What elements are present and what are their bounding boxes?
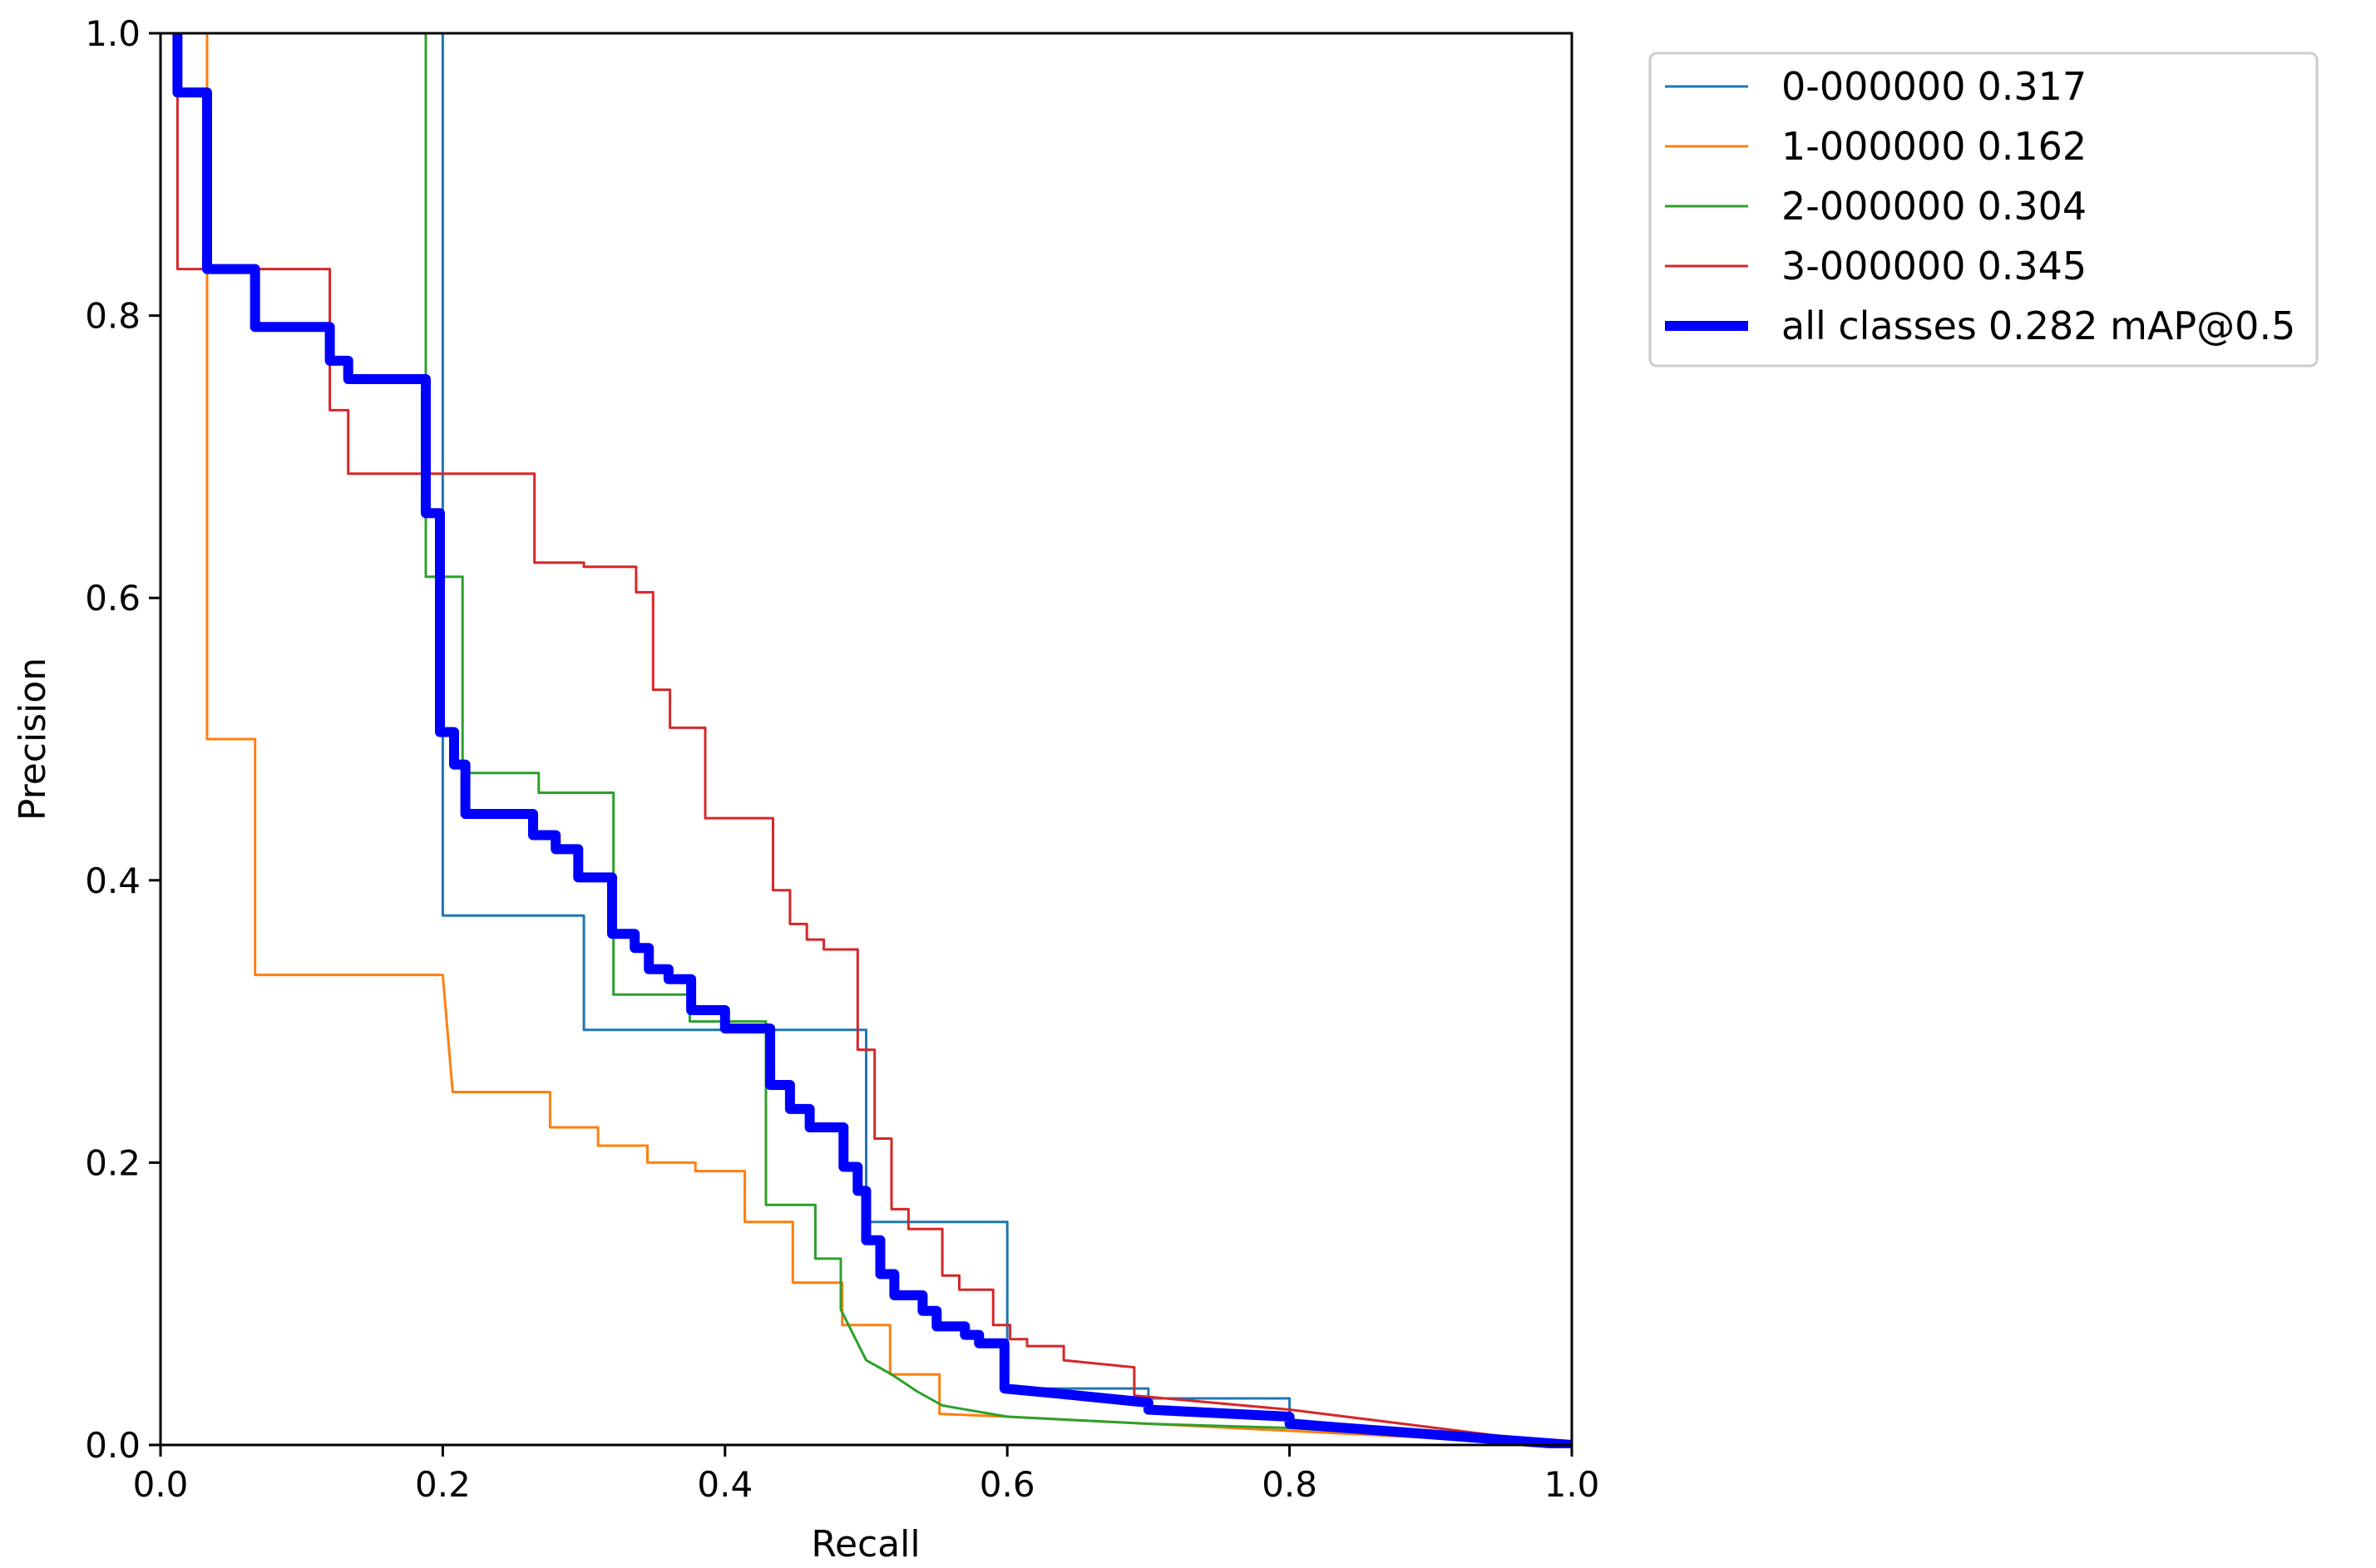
legend-series-ap: 0.317 <box>1977 64 2087 109</box>
x-tick-label: 0.2 <box>415 1464 471 1505</box>
series-line-all-classes <box>172 33 1573 1448</box>
legend-label: 1-000000 0.162 <box>1781 124 2087 169</box>
series-line-1-000000 <box>205 33 1573 1447</box>
legend-label: all classes 0.282 mAP@0.5 <box>1781 303 2295 348</box>
legend-series-name: 0-000000 <box>1781 64 1965 109</box>
x-tick-label: 1.0 <box>1544 1464 1600 1505</box>
legend-series-ap: 0.162 <box>1977 124 2087 169</box>
y-tick-label: 0.2 <box>85 1142 141 1183</box>
x-tick-label: 0.4 <box>697 1464 753 1505</box>
legend-label: 2-000000 0.304 <box>1781 184 2087 229</box>
x-tick-label: 0.0 <box>133 1464 189 1505</box>
legend-series-ap: 0.345 <box>1977 244 2087 288</box>
series-line-0-000000 <box>441 33 1573 1447</box>
x-axis-label: Recall <box>811 1523 920 1566</box>
legend-series-name: 1-000000 <box>1781 124 1965 169</box>
y-tick-label: 1.0 <box>85 13 141 54</box>
x-tick-label: 0.6 <box>980 1464 1035 1505</box>
legend-series-name: 3-000000 <box>1781 244 1965 288</box>
series-line-2-000000 <box>424 33 1573 1447</box>
y-axis-label: Precision <box>12 658 54 821</box>
plot-frame <box>159 32 1573 1447</box>
legend-label: 0-000000 0.317 <box>1781 64 2087 109</box>
y-tick-label: 0.6 <box>85 578 141 619</box>
legend-series-name: 2-000000 <box>1781 184 1965 229</box>
y-tick-label: 0.8 <box>85 296 141 337</box>
y-tick-label: 0.4 <box>85 860 141 901</box>
legend: 0-000000 0.317 1-000000 0.162 2-000000 0.304 3… <box>1648 52 2319 367</box>
series-layer <box>172 33 1573 1448</box>
legend-series-ap: 0.304 <box>1977 184 2087 229</box>
legend-series-ap: 0.282 mAP@0.5 <box>1988 303 2295 348</box>
legend-label: 3-000000 0.345 <box>1781 244 2087 288</box>
legend-box <box>1648 52 2319 367</box>
y-tick-label: 0.0 <box>85 1425 141 1466</box>
ticks-layer: 0.0 0.2 0.4 0.6 0.8 1.0 0.0 0.2 0.4 0.6 0.8 1.0 <box>85 13 1599 1505</box>
series-line-3-000000 <box>175 33 1573 1447</box>
legend-series-name: all classes <box>1781 303 1977 348</box>
x-tick-label: 0.8 <box>1262 1464 1317 1505</box>
